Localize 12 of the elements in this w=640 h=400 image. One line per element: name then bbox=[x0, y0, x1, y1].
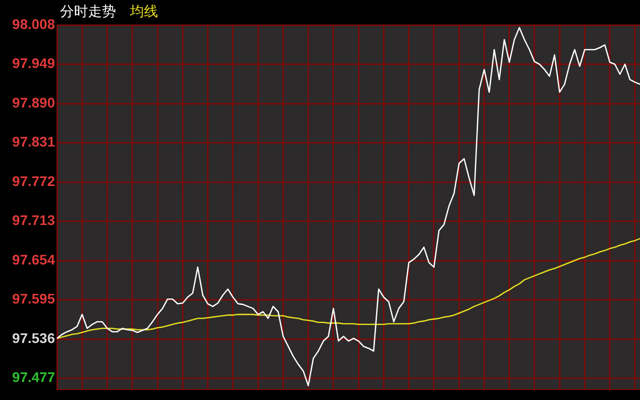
y-tick-label: 97.949 bbox=[12, 55, 56, 72]
y-tick-label: 98.008 bbox=[12, 16, 56, 32]
y-tick-label: 97.890 bbox=[12, 94, 56, 110]
y-tick-label: 97.772 bbox=[12, 172, 56, 189]
y-tick-label: 97.477 bbox=[12, 369, 56, 386]
text: 均线 bbox=[130, 3, 158, 21]
y-tick-label: 97.654 bbox=[12, 251, 56, 268]
y-tick-label: 97.831 bbox=[12, 134, 56, 150]
y-tick-label: 97.536 bbox=[12, 330, 56, 346]
y-tick-label: 97.713 bbox=[12, 212, 56, 228]
y-tick-label: 97.595 bbox=[12, 290, 56, 307]
text: 分时走势 bbox=[60, 3, 116, 21]
